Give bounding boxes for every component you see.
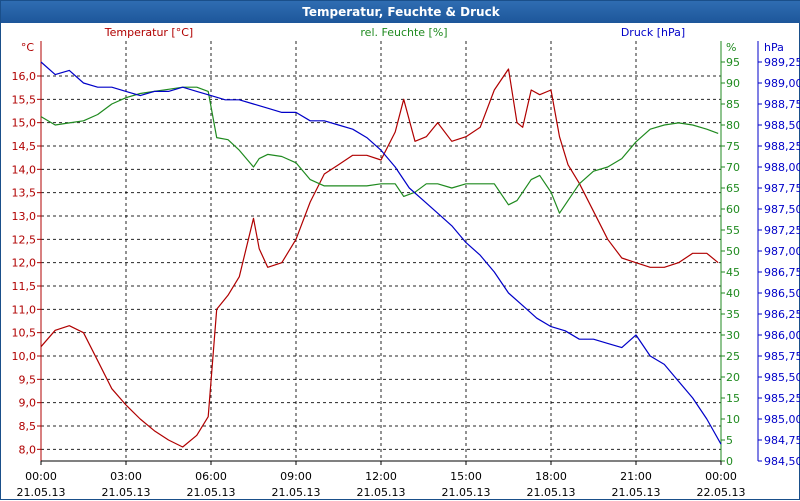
temperature-tick-label: 12,5 [12,233,37,246]
x-tick-date: 21.05.13 [442,486,491,499]
pressure-tick-label: 986,25 [764,308,800,321]
humidity-tick-label: 30 [726,329,740,342]
x-tick-time: 03:00 [110,470,142,483]
x-tick-date: 21.05.13 [187,486,236,499]
pressure-tick-label: 986,75 [764,266,800,279]
humidity-tick-label: 40 [726,287,740,300]
pressure-tick-label: 985,25 [764,392,800,405]
humidity-tick-label: 35 [726,308,740,321]
humidity-tick-label: 20 [726,371,740,384]
legend-temperature: Temperatur [°C] [104,26,193,39]
humidity-tick-label: 65 [726,182,740,195]
pressure-tick-label: 988,25 [764,140,800,153]
pressure-tick-label: 988,50 [764,119,800,132]
temperature-tick-label: 12,0 [12,257,37,270]
humidity-tick-label: 85 [726,98,740,111]
x-tick-date: 21.05.13 [612,486,661,499]
pressure-unit-label: hPa [764,41,784,54]
x-ticks: 00:00 21.05.13 03:00 21.05.13 06:00 21.05.13 0… [17,461,746,499]
pressure-tick-label: 984,75 [764,434,800,447]
humidity-tick-label: 25 [726,350,740,363]
pressure-tick-label: 985,75 [764,350,800,363]
pressure-tick-label: 985,00 [764,413,800,426]
temperature-tick-label: 8,5 [19,420,37,433]
humidity-tick-label: 45 [726,266,740,279]
pressure-tick-label: 985,50 [764,371,800,384]
x-tick-time: 00:00 [705,470,737,483]
pressure-ticks: 984,50 984,75 985,00 985,25 985,50 985,75 986,… [758,41,800,468]
chart-title: Temperatur, Feuchte & Druck [1,1,800,23]
pressure-tick-label: 989,25 [764,56,800,69]
temperature-unit-label: °C [21,41,35,54]
humidity-tick-label: 95 [726,56,740,69]
humidity-ticks: 0 5 10 15 20 25 30 35 40 45 50 55 60 65 70 75 80 85 90 95% [721,41,740,468]
temperature-tick-label: 16,0 [12,70,37,83]
temperature-tick-label: 11,5 [12,280,37,293]
temperature-tick-label: 9,0 [19,397,37,410]
pressure-tick-label: 987,25 [764,224,800,237]
x-tick-time: 15:00 [450,470,482,483]
humidity-tick-label: 5 [726,434,733,447]
x-tick-time: 06:00 [195,470,227,483]
humidity-series-line [40,86,719,214]
x-tick-time: 00:00 [25,470,57,483]
humidity-tick-label: 0 [726,455,733,468]
x-tick-time: 18:00 [535,470,567,483]
temperature-tick-label: 9,5 [19,373,37,386]
x-tick-date: 21.05.13 [17,486,66,499]
pressure-tick-label: 987,50 [764,203,800,216]
legend-humidity: rel. Feuchte [%] [360,26,447,39]
temperature-tick-label: 14,0 [12,163,37,176]
x-tick-date: 21.05.13 [357,486,406,499]
humidity-tick-label: 80 [726,119,740,132]
pressure-tick-label: 988,00 [764,161,800,174]
pressure-series-line [40,61,722,445]
pressure-tick-label: 986,50 [764,287,800,300]
pressure-tick-label: 988,75 [764,98,800,111]
temperature-ticks: 8,0 8,5 9,0 9,5 10,0 10,5 11,0 11,5 12,0 12,5 13,0… [12,41,41,456]
axes [40,41,759,462]
legend-pressure: Druck [hPa] [621,26,685,39]
grid [41,41,721,461]
x-tick-date: 21.05.13 [272,486,321,499]
humidity-tick-label: 15 [726,392,740,405]
humidity-tick-label: 50 [726,245,740,258]
temperature-tick-label: 10,0 [12,350,37,363]
humidity-unit-label: % [726,41,736,54]
temperature-series-line [40,68,719,448]
temperature-tick-label: 15,0 [12,117,37,130]
temperature-tick-label: 14,5 [12,140,37,153]
humidity-tick-label: 70 [726,161,740,174]
humidity-tick-label: 75 [726,140,740,153]
humidity-tick-label: 55 [726,224,740,237]
series [40,61,722,448]
pressure-tick-label: 987,75 [764,182,800,195]
temperature-tick-label: 13,5 [12,187,37,200]
temperature-tick-label: 8,0 [19,443,37,456]
x-tick-date: 21.05.13 [102,486,151,499]
pressure-tick-label: 987,00 [764,245,800,258]
x-tick-time: 09:00 [280,470,312,483]
x-tick-date: 22.05.13 [697,486,746,499]
humidity-tick-label: 10 [726,413,740,426]
pressure-tick-label: 984,50 [764,455,800,468]
humidity-tick-label: 90 [726,77,740,90]
temperature-tick-label: 13,0 [12,210,37,223]
legends: Temperatur [°C] rel. Feuchte [%] Druck [hP… [104,26,685,39]
temperature-tick-label: 15,5 [12,93,37,106]
x-tick-time: 21:00 [620,470,652,483]
temperature-tick-label: 11,0 [12,303,37,316]
pressure-tick-label: 989,00 [764,77,800,90]
x-tick-date: 21.05.13 [527,486,576,499]
humidity-tick-label: 60 [726,203,740,216]
temperature-tick-label: 10,5 [12,327,37,340]
pressure-tick-label: 986,00 [764,329,800,342]
x-tick-time: 12:00 [365,470,397,483]
